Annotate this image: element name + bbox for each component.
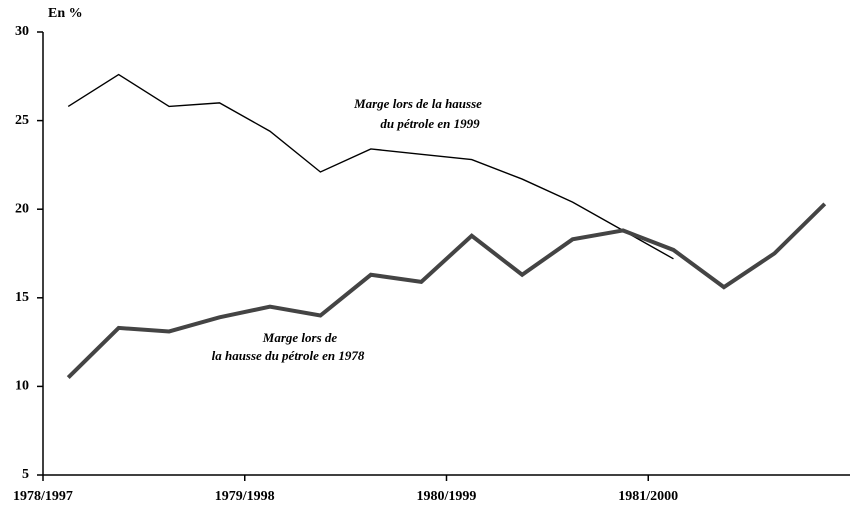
annotation: Marge lors de la hausse xyxy=(353,96,482,111)
series-line xyxy=(66,202,827,379)
y-tick-label: 25 xyxy=(15,113,29,128)
y-tick-label: 30 xyxy=(15,24,29,39)
y-tick-label: 10 xyxy=(15,379,29,394)
series-line xyxy=(67,73,674,260)
y-tick-label: 20 xyxy=(15,201,29,216)
x-tick-label: 1981/2000 xyxy=(618,489,678,504)
x-tick-label: 1979/1998 xyxy=(215,489,275,504)
y-tick-label: 15 xyxy=(15,290,29,305)
annotation: Marge lors de xyxy=(262,330,338,345)
y-tick-label: 5 xyxy=(22,467,29,482)
annotation: la hausse du pétrole en 1978 xyxy=(212,348,365,363)
x-tick-label: 1978/1997 xyxy=(13,489,73,504)
x-tick-label: 1980/1999 xyxy=(417,489,477,504)
annotation: du pétrole en 1999 xyxy=(380,116,480,131)
y-axis-label: En % xyxy=(48,6,83,21)
